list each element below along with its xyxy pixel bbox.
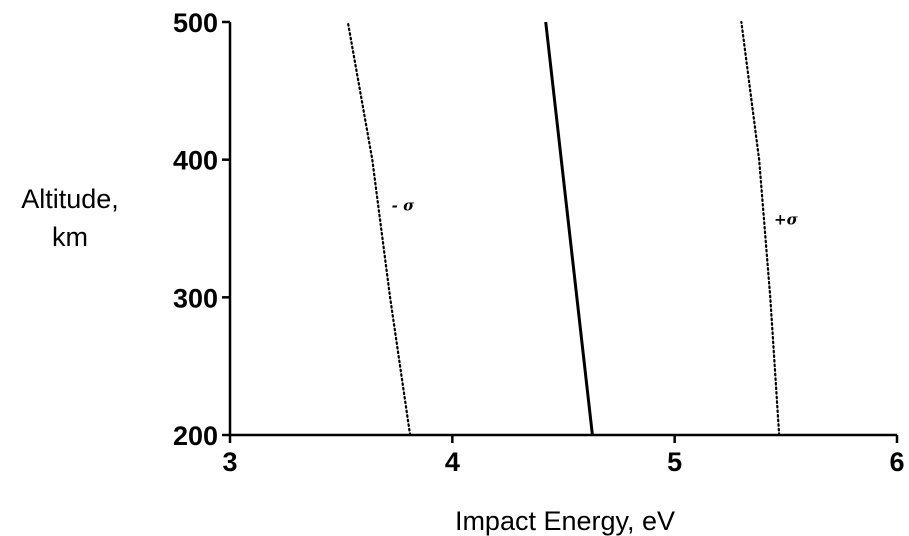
y-tick-label: 300 (173, 283, 218, 313)
y-tick-label: 400 (173, 146, 218, 176)
annotations: - σ +σ (392, 197, 799, 229)
series-line-dotted-1 (346, 20, 412, 437)
x-axis-title: Impact Energy, eV (455, 506, 675, 536)
y-axis-ticks: 200 300 400 500 (173, 8, 230, 451)
series-group (346, 20, 781, 437)
x-tick-label: 4 (445, 447, 460, 477)
series-annotation-label: - σ (392, 197, 415, 215)
axes (228, 22, 897, 437)
x-axis-ticks: 3 4 5 6 (222, 435, 905, 477)
x-tick-label: 3 (222, 447, 237, 477)
x-tick-label: 5 (667, 447, 682, 477)
y-axis-title-line-2: km (52, 222, 88, 252)
x-tick-label: 6 (889, 447, 904, 477)
series-line-dotted-2 (740, 20, 781, 437)
series-annotation-label: +σ (774, 211, 799, 229)
y-tick-label: 500 (173, 8, 218, 38)
y-tick-label: 200 (173, 421, 218, 451)
y-axis-title-line-1: Altitude, (21, 184, 119, 214)
series-line-mean (544, 21, 594, 436)
